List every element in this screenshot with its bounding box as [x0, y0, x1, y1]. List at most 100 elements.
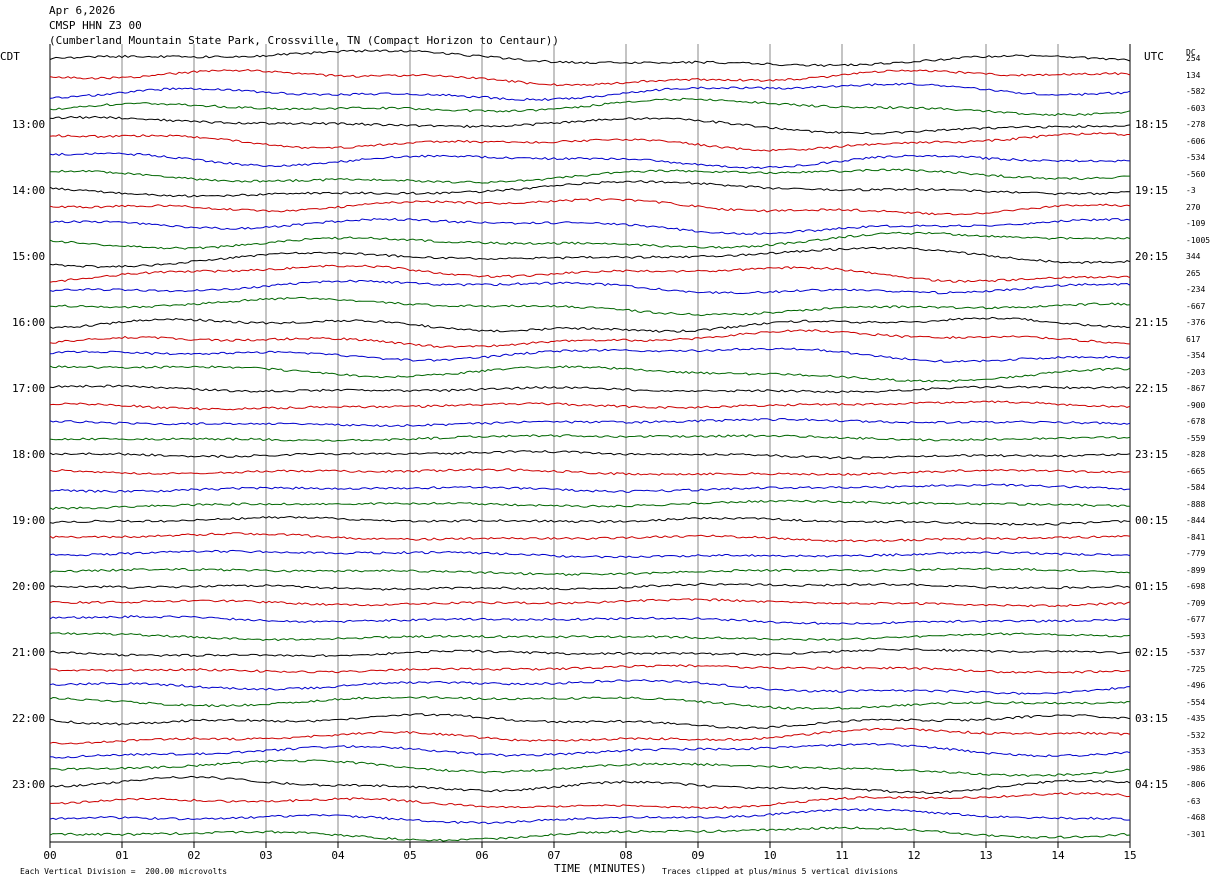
x-tick-label-08: 08	[619, 849, 632, 862]
left-hour-label: 17:00	[12, 382, 46, 395]
trace-37	[49, 664, 1131, 674]
dc-offset-label: -603	[1186, 103, 1206, 113]
dc-offset-label: -1005	[1186, 235, 1210, 245]
left-hour-label: 18:00	[12, 448, 46, 461]
x-tick-label-07: 07	[547, 849, 560, 862]
trace-2	[49, 82, 1131, 101]
dc-offset-label: -888	[1186, 499, 1206, 509]
trace-36	[49, 648, 1131, 658]
trace-32	[49, 582, 1131, 591]
trace-23	[49, 434, 1131, 442]
trace-45	[50, 791, 1131, 810]
left-hour-label: 14:00	[12, 184, 46, 197]
right-hour-label: 19:15	[1135, 184, 1169, 197]
x-axis-label: TIME (MINUTES)	[554, 862, 647, 875]
x-tick-label-14: 14	[1051, 849, 1065, 862]
dc-offset-label: 617	[1186, 334, 1201, 344]
chart-station: CMSP HHN Z3 00	[49, 19, 142, 32]
dc-offset-label: -534	[1186, 153, 1206, 162]
clip-note: Traces clipped at plus/minus 5 vertical …	[662, 867, 899, 876]
dc-offset-label: -606	[1186, 136, 1206, 146]
x-tick-label-03: 03	[259, 849, 272, 862]
right-hour-label: 00:15	[1135, 514, 1169, 527]
dc-offset-label: -900	[1186, 400, 1206, 410]
trace-0	[49, 49, 1131, 67]
trace-4	[49, 115, 1131, 135]
right-hour-label: 01:15	[1135, 580, 1169, 593]
left-hour-label: 23:00	[12, 778, 46, 791]
trace-46	[49, 808, 1131, 825]
trace-16	[49, 316, 1131, 333]
left-hour-label: 21:00	[12, 646, 46, 659]
dc-offset-label: -559	[1186, 433, 1206, 443]
chart-date: Apr 6,2026	[49, 4, 116, 17]
dc-offset-label: -806	[1186, 780, 1206, 789]
dc-offset-label: 134	[1186, 70, 1201, 80]
trace-47	[49, 826, 1131, 842]
trace-12	[49, 246, 1131, 269]
dc-offset-label: -678	[1186, 417, 1206, 426]
trace-40	[49, 713, 1131, 730]
x-tick-label-09: 09	[691, 849, 704, 862]
trace-3	[49, 97, 1131, 117]
dc-offset-label: 344	[1186, 252, 1201, 261]
x-tick-label-05: 05	[403, 849, 416, 862]
trace-43	[49, 759, 1131, 777]
right-hour-label: 20:15	[1135, 250, 1169, 263]
dc-offset-label: -779	[1186, 549, 1206, 558]
trace-22	[49, 417, 1131, 428]
trace-1	[49, 68, 1131, 87]
dc-offset-label: -532	[1186, 730, 1206, 740]
dc-offset-label: -582	[1186, 87, 1206, 96]
trace-18	[49, 347, 1131, 363]
trace-27	[49, 499, 1131, 510]
trace-29	[49, 532, 1131, 543]
trace-19	[49, 365, 1131, 383]
left-hour-label: 22:00	[12, 712, 46, 725]
trace-41	[49, 727, 1131, 745]
dc-offset-label: -353	[1186, 747, 1206, 756]
dc-offset-label: -593	[1186, 631, 1206, 641]
trace-17	[49, 329, 1131, 349]
dc-offset-label: -560	[1186, 169, 1206, 179]
trace-20	[49, 384, 1131, 394]
right-hour-label: 04:15	[1135, 778, 1169, 791]
dc-offset-label: -203	[1186, 367, 1206, 377]
right-hour-label: 23:15	[1135, 448, 1169, 461]
dc-label: DC	[1186, 48, 1196, 57]
dc-offset-label: -667	[1186, 301, 1206, 311]
left-hour-label: 16:00	[12, 316, 46, 329]
dc-offset-label: -554	[1186, 697, 1206, 707]
dc-offset-label: -63	[1186, 796, 1201, 806]
dc-offset-label: -109	[1186, 219, 1206, 228]
dc-offset-label: -234	[1186, 285, 1206, 294]
dc-offset-label: -725	[1186, 664, 1206, 674]
dc-offset-label: -468	[1186, 813, 1206, 822]
dc-offset-label: -986	[1186, 763, 1206, 773]
trace-39	[49, 696, 1131, 710]
trace-34	[49, 615, 1131, 625]
trace-15	[49, 296, 1131, 317]
dc-offset-label: -899	[1186, 565, 1206, 575]
trace-8	[49, 180, 1131, 198]
dc-offset-label: -3	[1186, 186, 1196, 195]
dc-offset-label: -496	[1186, 681, 1206, 690]
trace-24	[49, 450, 1131, 460]
right-hour-label: 22:15	[1135, 382, 1169, 395]
trace-21	[49, 400, 1131, 411]
x-tick-label-15: 15	[1123, 849, 1136, 862]
dc-offset-label: 265	[1186, 268, 1201, 278]
dc-offset-label: -867	[1186, 384, 1206, 393]
trace-35	[49, 632, 1131, 642]
dc-offset-label: 270	[1186, 202, 1201, 212]
dc-offset-label: -709	[1186, 598, 1206, 608]
dc-offset-label: -698	[1186, 582, 1206, 591]
dc-offset-label: -584	[1186, 483, 1206, 492]
right-hour-label: 21:15	[1135, 316, 1169, 329]
x-tick-label-06: 06	[475, 849, 488, 862]
right-hour-label: 03:15	[1135, 712, 1169, 725]
trace-7	[50, 168, 1130, 184]
trace-9	[49, 197, 1131, 216]
left-hour-label: 13:00	[12, 118, 46, 131]
